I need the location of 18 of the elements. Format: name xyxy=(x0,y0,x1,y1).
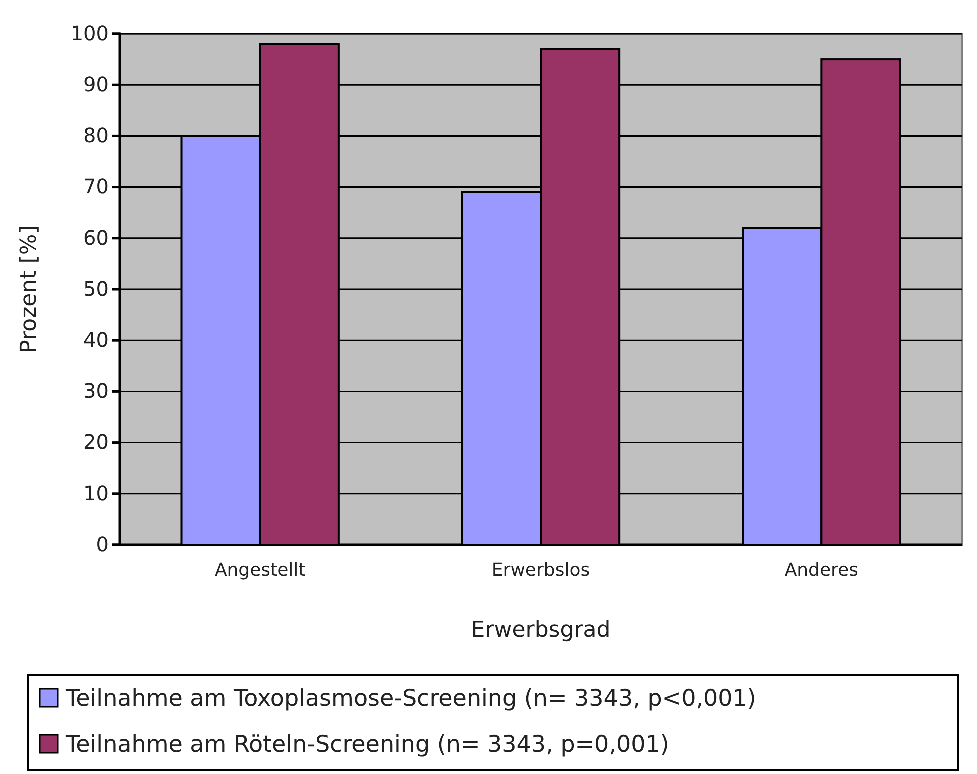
y-axis-title: Prozent [%] xyxy=(17,226,42,354)
y-tick-label: 0 xyxy=(96,532,109,556)
y-tick-label: 80 xyxy=(84,124,109,148)
x-axis-title: Erwerbsgrad xyxy=(471,618,611,643)
x-tick-label: Erwerbslos xyxy=(492,560,590,581)
y-tick-label: 40 xyxy=(84,328,109,352)
y-tick-label: 50 xyxy=(84,276,109,301)
y-tick-label: 30 xyxy=(84,379,109,404)
y-tick-label: 10 xyxy=(84,481,109,506)
y-tick-label: 70 xyxy=(84,174,109,199)
y-tick-label: 90 xyxy=(84,72,109,96)
x-tick-label: Anderes xyxy=(784,560,859,581)
y-tick-label: 100 xyxy=(70,21,109,46)
legend-label: Teilnahme am Röteln-Screening (n= 3343, p=0,001) xyxy=(65,732,670,758)
y-tick-label: 60 xyxy=(84,226,109,250)
legend-label: Teilnahme am Toxoplasmose-Screening (n= 3343, p<0,001) xyxy=(65,686,756,712)
y-tick-label: 20 xyxy=(84,430,109,454)
x-tick-label: Angestellt xyxy=(214,560,306,581)
